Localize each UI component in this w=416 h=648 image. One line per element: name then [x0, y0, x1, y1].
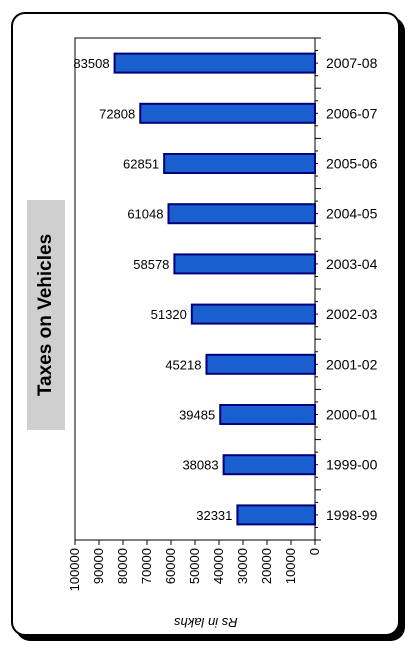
bar-value-label: 45218 [165, 357, 201, 372]
x-tick-label: 50000 [187, 548, 202, 584]
bar-value-label: 58578 [133, 257, 169, 272]
category-label: 1999-00 [326, 457, 378, 473]
x-tick-label: 20000 [259, 548, 274, 584]
x-tick-label: 60000 [163, 548, 178, 584]
bar [173, 253, 316, 275]
bar-value-label: 72808 [99, 106, 135, 121]
x-tick-label: 10000 [283, 548, 298, 584]
bar [205, 353, 317, 375]
bar [236, 504, 316, 526]
plot-area: 100000 90000 80000 70000 60000 50000 40000 3000… [67, 37, 378, 591]
bar [163, 153, 316, 174]
bar [219, 404, 316, 425]
bar-value-label: 51320 [151, 307, 187, 322]
category-label: 2005-06 [326, 156, 378, 172]
category-label: 2000-01 [326, 407, 378, 423]
bar-value-label: 38083 [182, 458, 218, 473]
bar-value-label: 32331 [196, 508, 232, 523]
x-tick-label: 70000 [139, 548, 154, 584]
bar [222, 454, 316, 476]
x-tick-label: 80000 [115, 548, 130, 584]
x-tick-label: 0 [307, 548, 322, 555]
bar [190, 303, 316, 325]
category-label: 1998-99 [326, 507, 378, 523]
bar-value-label: 83508 [73, 56, 109, 71]
x-tick-label: 90000 [91, 548, 106, 584]
category-label: 2004-05 [326, 206, 378, 222]
bar [113, 52, 317, 74]
category-label: 2007-08 [326, 55, 378, 71]
x-tick-label: 30000 [235, 548, 250, 584]
category-label: 2006-07 [326, 105, 378, 121]
bar-value-label: 61048 [127, 207, 163, 222]
title-background [27, 200, 65, 430]
bar-value-label: 62851 [123, 157, 159, 172]
bar [139, 102, 316, 124]
x-tick-label: 40000 [211, 548, 226, 584]
category-label: 2002-03 [326, 306, 378, 322]
category-label: 2001-02 [326, 356, 378, 372]
bar [167, 203, 316, 225]
x-tick-label: 100000 [67, 548, 82, 591]
category-label: 2003-04 [326, 256, 378, 272]
bar-value-label: 39485 [179, 408, 215, 423]
